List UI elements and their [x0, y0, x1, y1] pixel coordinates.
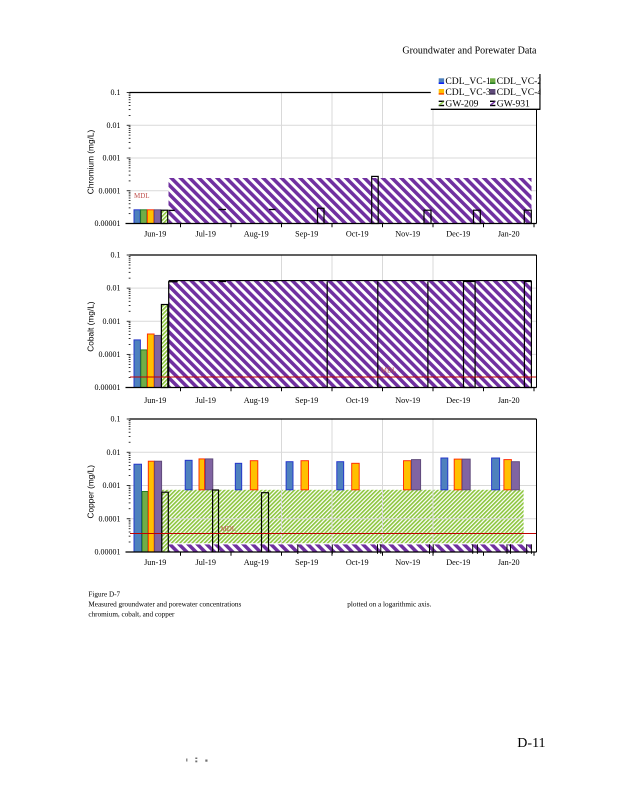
- svg-text:Jun-19: Jun-19: [144, 396, 166, 405]
- svg-text:D-11: D-11: [517, 736, 545, 751]
- svg-text:Jul-19: Jul-19: [196, 558, 216, 567]
- svg-text:Dec-19: Dec-19: [446, 396, 470, 405]
- svg-text:MDL: MDL: [134, 192, 150, 200]
- svg-text:0.0001: 0.0001: [99, 514, 121, 523]
- svg-text:0.1: 0.1: [111, 88, 121, 97]
- svg-text:Sep-19: Sep-19: [295, 229, 318, 238]
- svg-text:Jun-19: Jun-19: [144, 558, 166, 567]
- svg-text:Nov-19: Nov-19: [395, 396, 420, 405]
- svg-text:Jan-20: Jan-20: [498, 396, 520, 405]
- svg-text:Nov-19: Nov-19: [395, 229, 420, 238]
- svg-text:Jul-19: Jul-19: [196, 229, 216, 238]
- svg-text:Dec-19: Dec-19: [446, 229, 470, 238]
- svg-text:0.001: 0.001: [103, 317, 121, 326]
- svg-text:Oct-19: Oct-19: [346, 229, 369, 238]
- svg-text:Copper (mg/L): Copper (mg/L): [86, 465, 96, 519]
- svg-text:0.1: 0.1: [111, 251, 121, 260]
- svg-text:0.0001: 0.0001: [99, 350, 121, 359]
- svg-text:Oct-19: Oct-19: [346, 558, 369, 567]
- svg-text:0.001: 0.001: [103, 481, 121, 490]
- svg-text:Sep-19: Sep-19: [295, 396, 318, 405]
- svg-text:Figure D-7: Figure D-7: [88, 591, 120, 599]
- svg-text:0.0001: 0.0001: [99, 186, 121, 195]
- svg-text:Groundwater and Porewater Data: Groundwater and Porewater Data: [402, 45, 537, 56]
- svg-text:Chromium (mg/L): Chromium (mg/L): [86, 129, 96, 194]
- svg-text:0.01: 0.01: [107, 448, 121, 457]
- svg-text:Nov-19: Nov-19: [395, 558, 420, 567]
- svg-text:MDL: MDL: [381, 367, 397, 375]
- svg-text:Cobalt (mg/L): Cobalt (mg/L): [86, 301, 96, 351]
- svg-text:Aug-19: Aug-19: [244, 396, 269, 405]
- svg-text:0.01: 0.01: [107, 284, 121, 293]
- svg-text:plotted on a logarithmic axis.: plotted on a logarithmic axis.: [347, 601, 431, 609]
- svg-text:MDL: MDL: [221, 525, 237, 533]
- svg-text:CDL_VC-3: CDL_VC-3: [445, 87, 491, 98]
- svg-text:chromium, cobalt, and copper: chromium, cobalt, and copper: [88, 611, 175, 619]
- svg-text:Jan-20: Jan-20: [498, 229, 520, 238]
- svg-text:Aug-19: Aug-19: [244, 229, 269, 238]
- svg-text:Measured groundwater and porew: Measured groundwater and porewater conce…: [88, 601, 241, 609]
- svg-text:Jun-19: Jun-19: [144, 229, 166, 238]
- svg-text:Oct-19: Oct-19: [346, 396, 369, 405]
- svg-text:Aug-19: Aug-19: [244, 558, 269, 567]
- svg-text:GW-931: GW-931: [497, 98, 530, 109]
- svg-text:CDL_VC-2: CDL_VC-2: [497, 76, 543, 87]
- svg-text:0.00001: 0.00001: [95, 383, 121, 392]
- svg-text:Jan-20: Jan-20: [498, 558, 520, 567]
- svg-text:0.00001: 0.00001: [95, 548, 121, 557]
- svg-text:Sep-19: Sep-19: [295, 558, 318, 567]
- svg-text:GW-209: GW-209: [445, 98, 478, 109]
- svg-text:0.1: 0.1: [111, 415, 121, 424]
- svg-text:0.00001: 0.00001: [95, 219, 121, 228]
- svg-text:Dec-19: Dec-19: [446, 558, 470, 567]
- svg-text:CDL_VC-1: CDL_VC-1: [445, 76, 491, 87]
- svg-text:CDL_VC-4: CDL_VC-4: [497, 87, 543, 98]
- svg-text:Jul-19: Jul-19: [196, 396, 216, 405]
- svg-text:0.001: 0.001: [103, 154, 121, 163]
- svg-text:0.01: 0.01: [107, 121, 121, 130]
